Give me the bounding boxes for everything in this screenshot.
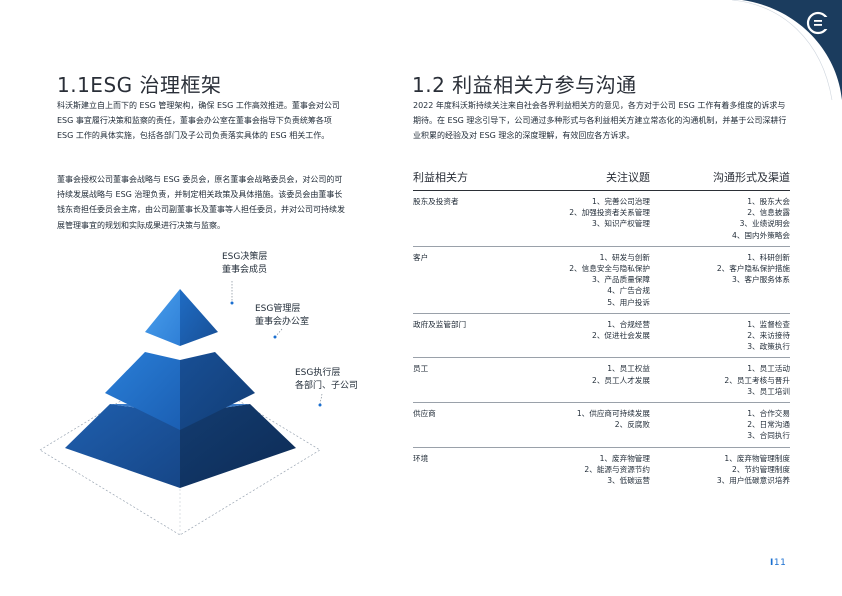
cell-channels: 1、员工活动 2、员工考核与晋升 3、员工培训	[650, 357, 790, 404]
cell-issues: 1、员工权益 2、员工人才发展	[523, 357, 650, 404]
cell-issues: 1、研发与创新 2、信息安全与隐私保护 3、产品质量保障 4、广告合规 5、用户投诉	[523, 246, 650, 314]
channel-item: 3、政策执行	[747, 342, 790, 352]
cell-channels: 1、监督检查 2、来访接待 3、政策执行	[650, 313, 790, 359]
governance-paragraph-1: 科沃斯建立自上而下的 ESG 管理架构，确保 ESG 工作高效推进。董事会对公司…	[57, 101, 340, 141]
page-number: I11	[770, 558, 786, 568]
cell-stakeholder: 供应商	[413, 402, 523, 448]
channel-item: 1、废弃物管理制度	[724, 453, 790, 463]
issue-item: 2、员工人才发展	[592, 375, 650, 385]
table-row: 员工 1、员工权益 2、员工人才发展 1、员工活动 2、员工考核与晋升 3、员工培训	[413, 357, 790, 404]
issue-item: 1、供应商可持续发展	[576, 409, 650, 419]
issue-item: 4、广告合规	[607, 286, 650, 296]
cell-stakeholder: 员工	[413, 357, 523, 404]
cell-issues: 1、供应商可持续发展 2、反腐败	[523, 402, 650, 448]
pyramid-label-execution: ESG执行层 各部门、子公司	[295, 367, 358, 393]
table-row: 政府及监管部门 1、合规经营 2、促进社会发展 1、监督检查 2、来访接待 3、政策执行	[413, 313, 790, 359]
channel-item: 1、合作交易	[747, 409, 790, 419]
issue-item: 3、低碳运营	[607, 476, 650, 486]
issue-item: 2、加强投资者关系管理	[569, 208, 650, 218]
channel-item: 2、日常沟通	[747, 420, 790, 430]
section-title-governance: 1.1ESG 治理框架	[57, 73, 222, 98]
page-number-marker: I	[770, 558, 774, 568]
cell-stakeholder: 政府及监管部门	[413, 313, 523, 359]
pyramid-label-decision-title: ESG决策层	[222, 252, 268, 262]
channel-item: 1、科研创新	[747, 252, 790, 262]
cell-channels: 1、股东大会 2、信息披露 3、业绩说明会 4、国内外策略会	[650, 190, 790, 247]
section-title-stakeholders: 1.2 利益相关方参与沟通	[412, 73, 637, 98]
issue-item: 2、促进社会发展	[592, 331, 650, 341]
channel-item: 2、节约管理制度	[732, 464, 790, 474]
cell-stakeholder: 股东及投资者	[413, 190, 523, 247]
cell-channels: 1、合作交易 2、日常沟通 3、合同执行	[650, 402, 790, 448]
pyramid-label-management-title: ESG管理层	[255, 304, 301, 314]
channel-item: 2、信息披露	[747, 208, 790, 218]
channel-item: 2、来访接待	[747, 331, 790, 341]
pyramid-label-execution-title: ESG执行层	[295, 368, 341, 378]
channel-item: 4、国内外策略会	[732, 230, 790, 240]
channel-item: 3、客户服务体系	[732, 275, 790, 285]
channel-item: 3、用户低碳意识培养	[716, 476, 790, 486]
channel-item: 1、员工活动	[747, 364, 790, 374]
pyramid-label-management-members: 董事会办公室	[255, 317, 310, 327]
cell-issues: 1、废弃物管理 2、能源与资源节约 3、低碳运营	[523, 447, 650, 491]
channel-item: 3、合同执行	[747, 431, 790, 441]
cell-stakeholder: 环境	[413, 453, 429, 463]
issue-item: 2、信息安全与隐私保护	[569, 264, 650, 274]
table-row: 客户 1、研发与创新 2、信息安全与隐私保护 3、产品质量保障 4、广告合规 5、用户投诉…	[413, 246, 790, 314]
header-channels: 沟通形式及渠道	[650, 163, 790, 191]
stakeholder-table-body: 股东及投资者 1、完善公司治理 2、加强投资者关系管理 3、知识产权管理 1、股东大会 2…	[413, 190, 790, 492]
page-number-value: 11	[773, 558, 787, 568]
table-header-row: 利益相关方 关注议题 沟通形式及渠道	[413, 163, 790, 191]
issue-item: 1、研发与创新	[599, 252, 650, 262]
issue-item: 3、产品质量保障	[592, 275, 650, 285]
header-stakeholder: 利益相关方	[413, 163, 523, 191]
channel-item: 1、股东大会	[747, 197, 790, 206]
cell-issues: 1、合规经营 2、促进社会发展	[523, 313, 650, 359]
issue-item: 3、知识产权管理	[592, 219, 650, 229]
governance-paragraph-2: 董事会授权公司董事会战略与 ESG 委员会，原名董事会战略委员会，对公司的可持续…	[57, 175, 345, 230]
issue-item: 1、员工权益	[607, 364, 650, 374]
issue-item: 5、用户投诉	[607, 297, 650, 307]
issue-item: 1、废弃物管理	[599, 453, 650, 463]
table-row: 供应商 1、供应商可持续发展 2、反腐败 1、合作交易 2、日常沟通 3、合同执行	[413, 402, 790, 448]
channel-item: 3、员工培训	[747, 386, 790, 396]
table-row: 环境 1、废弃物管理 2、能源与资源节约 3、低碳运营 1、废弃物管理制度 2、节约管理制…	[413, 447, 790, 491]
issue-item: 2、能源与资源节约	[584, 464, 650, 474]
issue-item: 1、完善公司治理	[592, 197, 650, 206]
cell-stakeholder: 客户	[413, 246, 523, 314]
issue-item: 2、反腐败	[614, 420, 650, 430]
cell-channels: 1、科研创新 2、客户隐私保护措施 3、客户服务体系	[650, 246, 790, 314]
channel-item: 1、监督检查	[747, 319, 790, 329]
cell-issues: 1、完善公司治理 2、加强投资者关系管理 3、知识产权管理	[523, 190, 650, 247]
channel-item: 2、员工考核与晋升	[724, 375, 790, 385]
stakeholder-table: 利益相关方 关注议题 沟通形式及渠道 股东及投资者 1、完善公司治理 2、加强投资者…	[413, 163, 790, 491]
issue-item: 1、合规经营	[607, 319, 650, 329]
pyramid-label-decision-members: 董事会成员	[222, 265, 268, 275]
pyramid-label-execution-members: 各部门、子公司	[295, 381, 359, 391]
table-row: 股东及投资者 1、完善公司治理 2、加强投资者关系管理 3、知识产权管理 1、股东大会 2…	[413, 190, 790, 247]
stakeholder-paragraph: 2022 年度科沃斯持续关注来自社会各界利益相关方的意见，各方对于公司 ESG …	[413, 101, 787, 141]
pyramid-label-management: ESG管理层 董事会办公室	[255, 303, 309, 329]
channel-item: 2、客户隐私保护措施	[716, 264, 790, 274]
pyramid-label-decision: ESG决策层 董事会成员	[222, 251, 267, 277]
header-issues: 关注议题	[523, 163, 650, 191]
cell-channels: 1、废弃物管理制度 2、节约管理制度 3、用户低碳意识培养	[650, 447, 790, 491]
channel-item: 3、业绩说明会	[739, 219, 790, 229]
company-logo-icon	[806, 11, 830, 35]
